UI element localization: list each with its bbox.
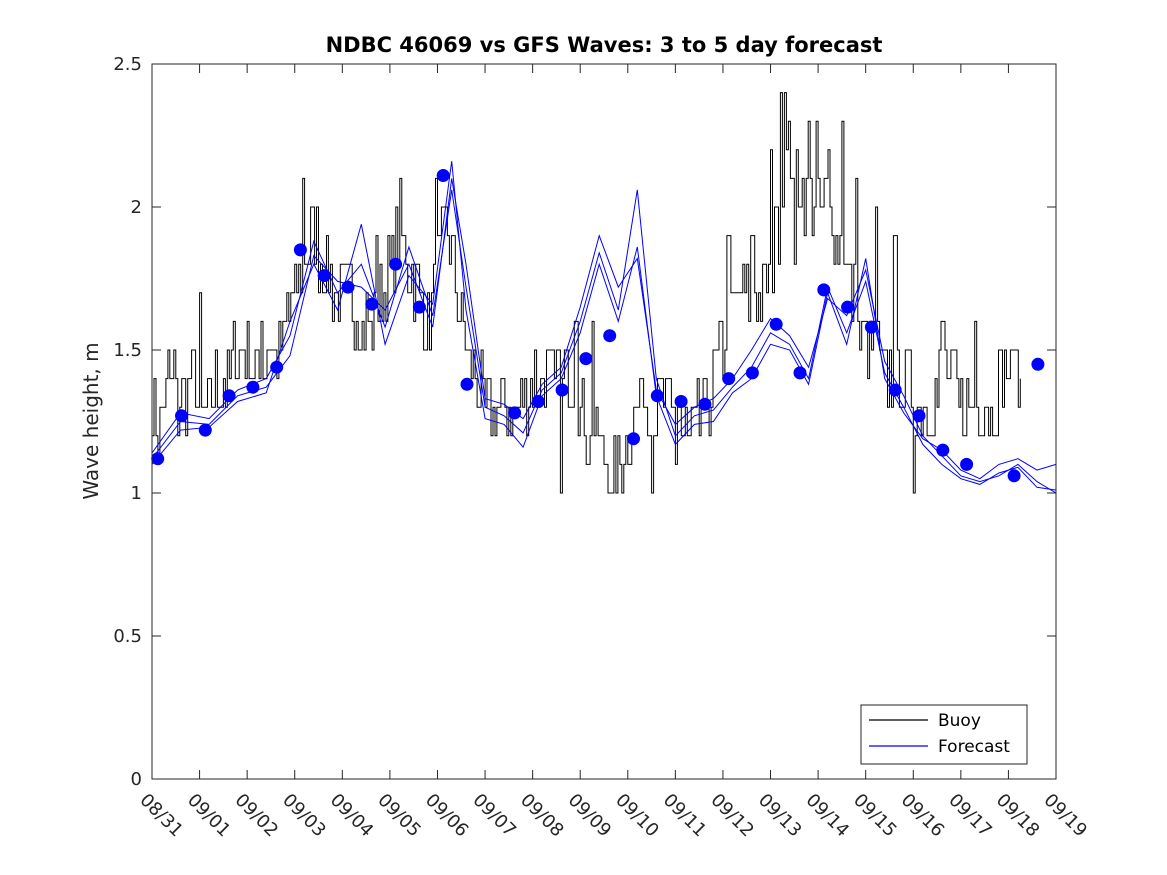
forecast-marker	[198, 423, 212, 437]
plot-area	[151, 92, 1057, 494]
axes-box	[151, 63, 1057, 780]
y-tick-label: 0	[131, 769, 142, 790]
forecast-marker	[1007, 469, 1021, 483]
forecast-marker	[841, 300, 855, 314]
buoy-series-line	[152, 92, 1021, 494]
forecast-marker	[270, 360, 284, 374]
y-axis-label: Wave height, m	[79, 342, 103, 499]
forecast-marker	[293, 243, 307, 257]
forecast-marker	[579, 352, 593, 366]
forecast-marker	[698, 397, 712, 411]
legend: Buoy Forecast	[860, 704, 1028, 765]
forecast-marker	[722, 372, 736, 386]
tick-marks	[151, 63, 1057, 780]
forecast-marker	[817, 283, 831, 297]
forecast-marker	[436, 169, 450, 182]
forecast-marker	[389, 257, 403, 271]
forecast-marker	[912, 409, 926, 423]
forecast-marker	[555, 383, 569, 397]
forecast-marker	[175, 409, 188, 423]
legend-box	[860, 704, 1028, 765]
forecast-marker	[769, 317, 783, 331]
y-tick-label: 2.5	[113, 54, 142, 75]
forecast-marker	[412, 300, 426, 314]
forecast-marker	[888, 383, 902, 397]
forecast-marker	[317, 269, 331, 283]
legend-forecast-label: Forecast	[938, 737, 1010, 757]
forecast-marker	[960, 457, 974, 471]
legend-buoy-label: Buoy	[938, 711, 981, 731]
forecast-marker	[531, 395, 545, 408]
forecast-marker	[460, 377, 474, 391]
forecast-marker	[793, 366, 807, 380]
forecast-marker	[1031, 357, 1045, 371]
forecast-marker	[936, 443, 950, 457]
forecast-marker	[864, 320, 878, 334]
forecast-marker	[627, 432, 640, 446]
y-tick-label: 1	[131, 483, 142, 504]
forecast-marker	[508, 406, 522, 420]
forecast-marker	[674, 395, 688, 408]
chart-title: NDBC 46069 vs GFS Waves: 3 to 5 day fore…	[326, 33, 883, 57]
forecast-marker	[246, 380, 260, 394]
forecast-marker	[341, 280, 355, 294]
forecast-marker	[745, 366, 759, 380]
y-tick-label: 1.5	[113, 340, 142, 361]
forecast-marker	[650, 389, 664, 403]
forecast-marker	[603, 329, 617, 343]
forecast-marker	[151, 452, 165, 466]
forecast-marker	[222, 389, 236, 403]
forecast-marker	[365, 297, 379, 311]
y-tick-label: 2	[131, 197, 142, 218]
y-tick-label: 0.5	[113, 626, 142, 647]
axes	[151, 63, 1057, 780]
